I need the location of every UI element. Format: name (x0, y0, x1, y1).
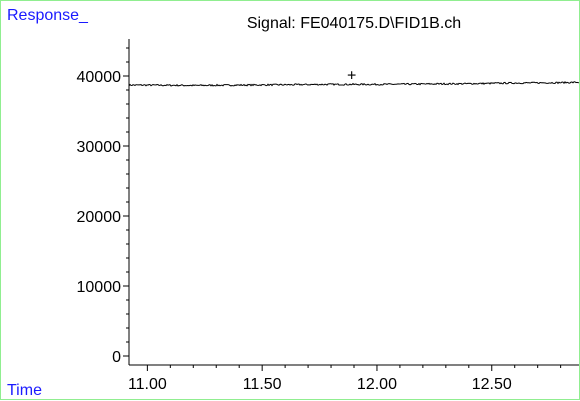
plus-marker: + (347, 67, 356, 84)
x-tick-label: 12.00 (357, 376, 397, 393)
y-axis-label: Response_ (7, 7, 89, 24)
marker-group: + (347, 67, 356, 84)
y-tick-label: 20000 (77, 209, 122, 226)
y-ticks: 0 10000 20000 30000 40000 (77, 48, 130, 366)
chart-title: Signal: FE040175.D\FID1B.ch (247, 15, 461, 32)
x-ticks: 11.00 11.50 12.00 12.50 (128, 365, 561, 393)
y-tick-label: 10000 (77, 279, 122, 296)
x-axis-label: Time (7, 382, 42, 399)
x-tick-label: 11.50 (243, 376, 282, 393)
x-tick-label: 12.50 (472, 376, 512, 393)
y-tick-label: 30000 (77, 139, 122, 156)
x-tick-label: 11.00 (128, 376, 167, 393)
y-tick-label: 0 (112, 349, 121, 366)
y-tick-label: 40000 (77, 69, 122, 86)
